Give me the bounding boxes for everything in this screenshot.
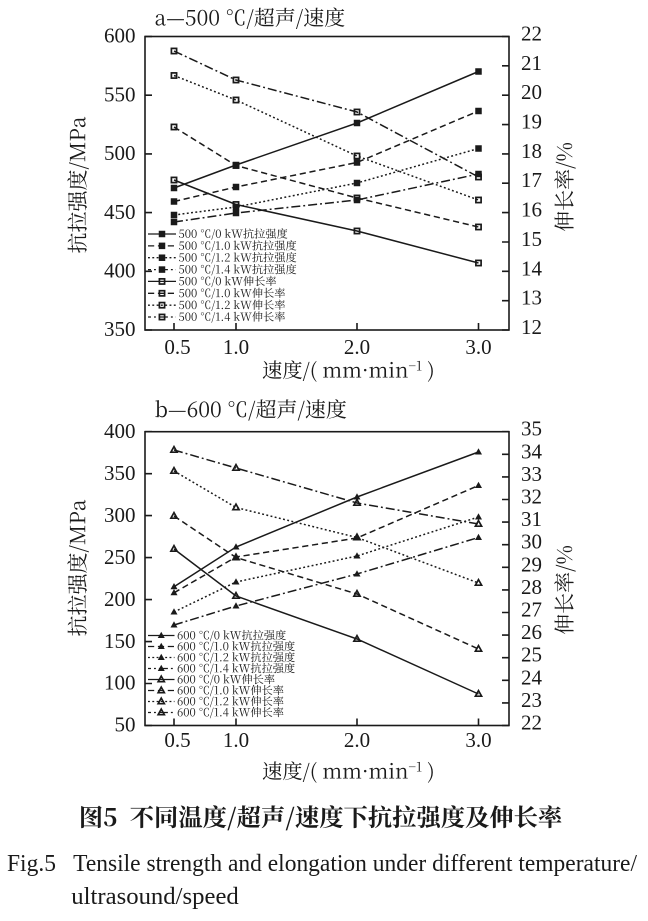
svg-text:13: 13 (521, 286, 542, 310)
svg-text:400: 400 (104, 259, 136, 283)
svg-text:32: 32 (521, 485, 542, 509)
svg-text:450: 450 (104, 200, 136, 224)
svg-text:31: 31 (521, 507, 542, 531)
svg-text:21: 21 (521, 51, 542, 75)
svg-text:25: 25 (521, 643, 542, 667)
svg-text:200: 200 (104, 587, 136, 611)
svg-text:ultrasound/speed: ultrasound/speed (71, 883, 239, 910)
svg-text:12: 12 (521, 315, 542, 339)
svg-text:20: 20 (521, 80, 542, 104)
svg-text:1.0: 1.0 (223, 335, 249, 359)
svg-text:33: 33 (521, 462, 542, 486)
svg-text:22: 22 (521, 22, 542, 46)
svg-text:29: 29 (521, 552, 542, 576)
svg-text:0.5: 0.5 (164, 728, 190, 752)
svg-text:16: 16 (521, 198, 542, 222)
svg-text:2.0: 2.0 (344, 728, 370, 752)
svg-text:15: 15 (521, 227, 542, 251)
svg-text:1.0: 1.0 (223, 728, 249, 752)
svg-text:150: 150 (104, 629, 136, 653)
svg-text:23: 23 (521, 688, 542, 712)
svg-text:14: 14 (521, 256, 543, 280)
svg-text:34: 34 (521, 439, 543, 463)
svg-text:3.0: 3.0 (465, 335, 491, 359)
svg-text:35: 35 (521, 417, 542, 441)
svg-text:27: 27 (521, 598, 542, 622)
svg-text:50: 50 (115, 713, 136, 737)
svg-text:28: 28 (521, 575, 542, 599)
svg-text:18: 18 (521, 139, 542, 163)
svg-text:30: 30 (521, 530, 542, 554)
svg-text:250: 250 (104, 545, 136, 569)
svg-text:22: 22 (521, 711, 542, 735)
svg-text:400: 400 (104, 419, 136, 443)
svg-text:500: 500 (104, 141, 136, 165)
svg-text:19: 19 (521, 110, 542, 134)
svg-text:350: 350 (104, 317, 136, 341)
svg-text:2.0: 2.0 (344, 335, 370, 359)
svg-text:26: 26 (521, 620, 542, 644)
svg-text:Fig.5 Tensile strength and e: Fig.5 Tensile strength and elongation un… (7, 850, 637, 877)
svg-text:24: 24 (521, 665, 543, 689)
svg-text:600: 600 (104, 24, 136, 48)
svg-text:100: 100 (104, 671, 136, 695)
svg-text:3.0: 3.0 (465, 728, 491, 752)
svg-text:0.5: 0.5 (164, 335, 190, 359)
svg-text:300: 300 (104, 503, 136, 527)
svg-text:550: 550 (104, 82, 136, 106)
svg-text:350: 350 (104, 461, 136, 485)
svg-text:17: 17 (521, 168, 542, 192)
